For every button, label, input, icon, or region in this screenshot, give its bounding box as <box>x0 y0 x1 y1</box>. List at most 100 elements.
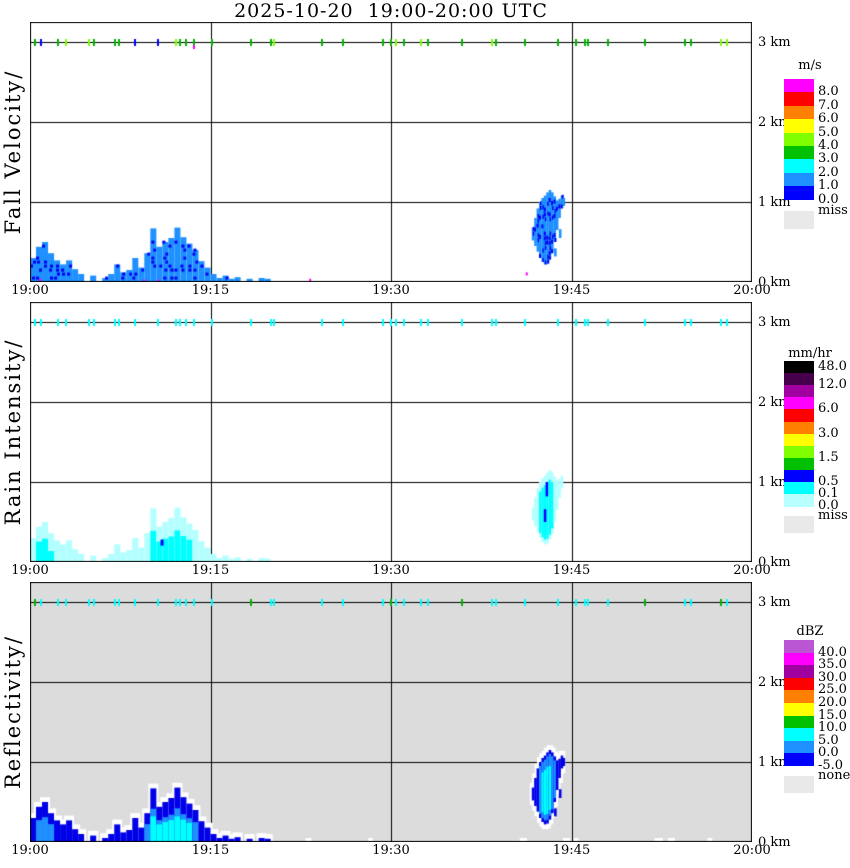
panel-rain-intensity: Rain Intensity/ 3 km 2 km 1 km 0 km 19:00 19… <box>0 302 850 582</box>
time-tick: 19:15 <box>191 563 230 578</box>
legend-value-label: 5.0 <box>818 732 839 748</box>
reflectivity-heatmap <box>30 582 752 842</box>
legend-value-label: 12.0 <box>818 377 847 393</box>
legend-units-label: mm/hr <box>788 346 832 361</box>
height-tick: 3 km <box>758 315 791 330</box>
legend-color-box <box>784 385 814 398</box>
time-tick: 19:45 <box>552 563 591 578</box>
fall-velocity-heatmap <box>30 22 752 282</box>
legend-value-label: 25.0 <box>818 682 847 698</box>
legend-color-box <box>784 433 814 447</box>
legend-color-box <box>784 119 814 134</box>
legend-value-label: 0.0 <box>818 498 839 514</box>
time-tick: 20:00 <box>733 843 771 858</box>
height-tick: 0 km <box>758 835 791 850</box>
height-tick: 1 km <box>758 195 791 210</box>
y-axis-label-reflectivity: Reflectivity/ <box>1 634 25 790</box>
time-tick: 19:30 <box>372 843 410 858</box>
rain-intensity-heatmap <box>30 302 752 562</box>
legend-color-box <box>784 159 814 174</box>
time-tick: 19:00 <box>11 563 49 578</box>
legend-color-box <box>784 457 814 471</box>
legend-color-box <box>784 640 814 654</box>
legend-color-box <box>784 677 814 691</box>
legend-color-box <box>784 690 814 704</box>
legend-value-label: 30.0 <box>818 669 847 685</box>
legend-color-box <box>784 715 814 729</box>
legend-value-label: 40.0 <box>818 644 847 660</box>
legend-color-box <box>784 665 814 679</box>
legend-missing-label: miss <box>818 203 848 218</box>
legend-value-label: 7.0 <box>818 97 839 113</box>
height-tick: 2 km <box>758 675 791 690</box>
legend-value-label: -5.0 <box>818 758 844 773</box>
legend-color-box <box>784 373 814 386</box>
legend-units-label: m/s <box>798 58 822 73</box>
height-tick: 0 km <box>758 555 791 570</box>
legend-value-label: 35.0 <box>818 657 847 673</box>
height-tick: 2 km <box>758 115 791 130</box>
legend-value-label: 3.0 <box>818 151 839 167</box>
time-tick: 19:30 <box>372 563 410 578</box>
legend-value-label: 10.0 <box>818 720 847 736</box>
y-axis-label-rain-intensity: Rain Intensity/ <box>1 338 25 526</box>
legend-color-box <box>784 105 814 120</box>
height-tick: 3 km <box>758 595 791 610</box>
legend-value-label: 2.0 <box>818 164 839 180</box>
y-axis-label-fall-velocity: Fall Velocity/ <box>1 69 25 235</box>
legend-value-label: 4.0 <box>818 138 839 153</box>
time-tick: 19:30 <box>372 283 410 298</box>
legend-value-label: 0.5 <box>818 474 839 489</box>
height-tick: 0 km <box>758 275 791 290</box>
legend-color-box <box>784 361 814 374</box>
legend-value-label: 1.0 <box>818 178 839 194</box>
legend-value-label: 6.0 <box>818 111 839 127</box>
height-tick: 1 km <box>758 475 791 490</box>
legend-color-box <box>784 146 814 160</box>
time-tick: 19:15 <box>191 843 230 858</box>
legend-value-label: 1.5 <box>818 449 839 465</box>
legend-missing-label: none <box>818 768 850 783</box>
legend-value-label: 3.0 <box>818 425 839 441</box>
legend-color-box <box>784 652 814 666</box>
time-tick: 19:00 <box>11 283 49 298</box>
height-tick: 3 km <box>758 35 791 50</box>
legend-color-box <box>784 409 814 422</box>
legend-missing-label: miss <box>818 508 848 523</box>
legend-color-box <box>784 445 814 459</box>
legend-color-box <box>784 728 814 742</box>
legend-color-box <box>784 482 814 495</box>
panel-fall-velocity: Fall Velocity/ 3 km 2 km 1 km 0 km 19:00 19:… <box>0 22 850 302</box>
legend-units-label: dBZ <box>796 624 824 639</box>
legend-color-box <box>784 397 814 410</box>
time-tick: 20:00 <box>733 283 771 298</box>
time-tick: 19:15 <box>191 283 230 298</box>
legend-color-box <box>784 740 814 754</box>
legend-color-box <box>784 92 814 107</box>
legend-color-box <box>784 172 814 187</box>
time-tick: 19:45 <box>552 283 591 298</box>
legend-value-label: 0.0 <box>818 191 839 207</box>
legend-color-box <box>784 421 814 435</box>
legend-missing-box <box>784 516 814 533</box>
legend-value-label: 0.0 <box>818 745 839 761</box>
legend-color-box <box>784 469 814 483</box>
legend-value-label: 15.0 <box>818 707 847 723</box>
time-tick: 19:45 <box>552 843 591 858</box>
height-tick: 1 km <box>758 755 791 770</box>
legend-color-box <box>784 494 814 507</box>
panel-reflectivity: Reflectivity/ 3 km 2 km 1 km 0 km 19:00 19:1… <box>0 582 850 862</box>
chart-title: 2025-10-20 19:00-20:00 UTC <box>234 0 548 22</box>
legend-value-label: 5.0 <box>818 124 839 140</box>
legend-missing-box <box>784 776 814 793</box>
legend-value-label: 8.0 <box>818 84 839 100</box>
legend-color-box <box>784 186 814 201</box>
time-tick: 19:00 <box>11 843 49 858</box>
legend-color-box <box>784 753 814 767</box>
legend-value-label: 6.0 <box>818 401 839 417</box>
legend-value-label: 20.0 <box>818 695 847 710</box>
legend-value-label: 48.0 <box>818 359 847 375</box>
legend-color-box <box>784 79 814 93</box>
legend-missing-box <box>784 211 814 229</box>
